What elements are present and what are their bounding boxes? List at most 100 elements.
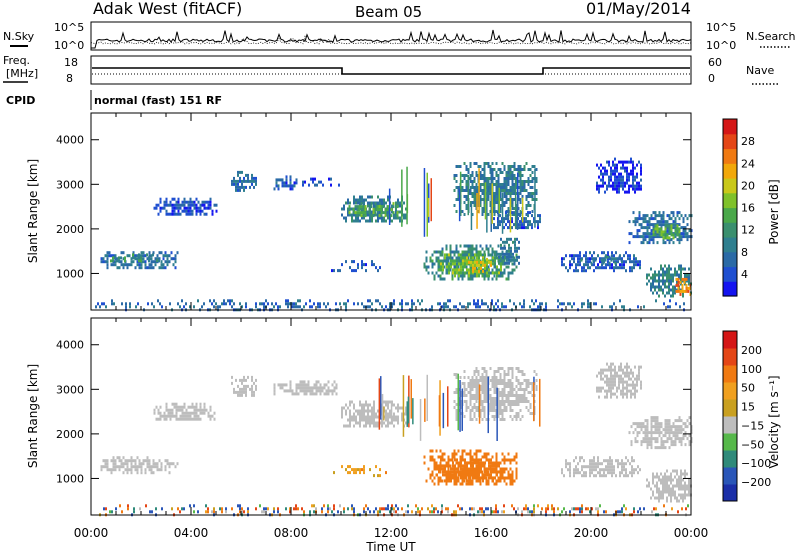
heatmap-cell	[631, 471, 633, 475]
heatmap-cell	[431, 479, 434, 483]
heatmap-cell	[387, 504, 389, 508]
heatmap-cell	[140, 254, 143, 258]
heatmap-cell	[660, 472, 662, 476]
heatmap-cell	[441, 305, 443, 309]
heatmap-cell	[338, 183, 340, 187]
heatmap-cell	[473, 274, 476, 278]
heatmap-cell	[483, 165, 486, 168]
heatmap-cell	[685, 277, 688, 281]
heatmap-cell	[533, 302, 535, 306]
heatmap-cell	[519, 165, 522, 168]
heatmap-cell	[504, 240, 506, 244]
heatmap-cell	[514, 240, 516, 244]
heatmap-cell	[483, 250, 486, 254]
heatmap-cell	[472, 476, 474, 480]
heatmap-cell	[189, 504, 191, 508]
heatmap-cell	[618, 377, 620, 381]
heatmap-cell	[680, 232, 683, 236]
heatmap-cell	[464, 461, 466, 465]
heatmap-cell	[579, 251, 581, 255]
heatmap-cell	[233, 390, 235, 394]
heatmap-cell	[345, 302, 347, 306]
heatmap-cell	[263, 507, 265, 511]
heatmap-cell	[289, 175, 292, 179]
noise-tick-low-right: 10^0	[706, 39, 736, 52]
heatmap-cell	[343, 424, 345, 428]
heatmap-cell	[626, 383, 628, 387]
heatmap-cell	[174, 465, 177, 469]
heatmap-cell	[191, 405, 194, 409]
heatmap-cell	[668, 446, 671, 450]
heatmap-cell	[221, 510, 223, 514]
heatmap-cell	[599, 504, 601, 508]
heatmap-cell	[395, 210, 397, 214]
heatmap-cell	[505, 385, 508, 388]
heatmap-cell	[503, 373, 506, 376]
heatmap-cell	[496, 479, 498, 483]
heatmap-cell	[164, 260, 167, 264]
heatmap-cell	[303, 510, 305, 514]
heatmap-cell	[654, 440, 657, 444]
heatmap-cell	[525, 180, 528, 183]
heatmap-cell	[465, 180, 468, 183]
heatmap-cell	[331, 269, 333, 273]
heatmap-cell	[358, 208, 361, 212]
heatmap-cell	[507, 271, 510, 275]
heatmap-cell	[593, 465, 595, 469]
heatmap-cell	[441, 510, 443, 514]
heatmap-cell	[461, 189, 464, 192]
heatmap-cell	[444, 464, 446, 468]
heatmap-cell	[660, 264, 662, 268]
heatmap-cell	[447, 259, 450, 263]
heatmap-cell	[483, 274, 486, 278]
heatmap-cell	[449, 268, 452, 272]
heatmap-cell	[305, 386, 308, 390]
heatmap-cell	[380, 214, 383, 218]
heatmap-cell	[134, 468, 137, 472]
heatmap-cell	[233, 302, 235, 306]
heatmap-cell	[525, 207, 528, 210]
heatmap-cell	[157, 417, 160, 421]
heatmap-cell	[662, 230, 665, 234]
heatmap-cell	[363, 465, 365, 469]
heatmap-cell	[169, 408, 172, 412]
heatmap-cell	[485, 379, 488, 382]
heatmap-cell	[371, 418, 373, 422]
heatmap-cell	[114, 462, 117, 466]
heatmap-cell	[688, 493, 690, 497]
heatmap-cell	[377, 510, 379, 514]
heatmap-cell	[654, 446, 657, 450]
heatmap-cell	[676, 214, 679, 218]
heatmap-cell	[343, 510, 345, 514]
heatmap-cell	[596, 374, 598, 378]
heatmap-cell	[678, 425, 681, 429]
heatmap-cell	[660, 223, 663, 227]
heatmap-cell	[385, 305, 387, 309]
heatmap-cell	[626, 362, 628, 366]
heatmap-cell	[319, 305, 321, 309]
heatmap-cell	[593, 462, 595, 466]
heatmap-cell	[599, 266, 601, 270]
heatmap-cell	[373, 400, 375, 404]
heatmap-cell	[495, 302, 497, 306]
heatmap-cell	[602, 258, 605, 262]
heatmap-cell	[642, 214, 645, 218]
heatmap-cell	[499, 473, 502, 477]
heatmap-cell	[371, 302, 373, 306]
heatmap-cell	[680, 431, 683, 435]
heatmap-cell	[285, 389, 288, 393]
heatmap-cell	[315, 383, 318, 387]
heatmap-cell	[509, 189, 512, 192]
heatmap-cell	[517, 412, 520, 415]
heatmap-cell	[197, 209, 200, 213]
heatmap-cell	[633, 471, 635, 475]
heatmap-cell	[506, 261, 508, 265]
heatmap-cell	[441, 455, 444, 459]
heatmap-cell	[343, 302, 345, 306]
heatmap-cell	[632, 211, 635, 215]
heatmap-cell	[471, 250, 474, 254]
heatmap-cell	[401, 305, 403, 309]
heatmap-cell	[365, 263, 367, 267]
heatmap-cell	[442, 265, 444, 269]
heatmap-cell	[676, 428, 679, 432]
